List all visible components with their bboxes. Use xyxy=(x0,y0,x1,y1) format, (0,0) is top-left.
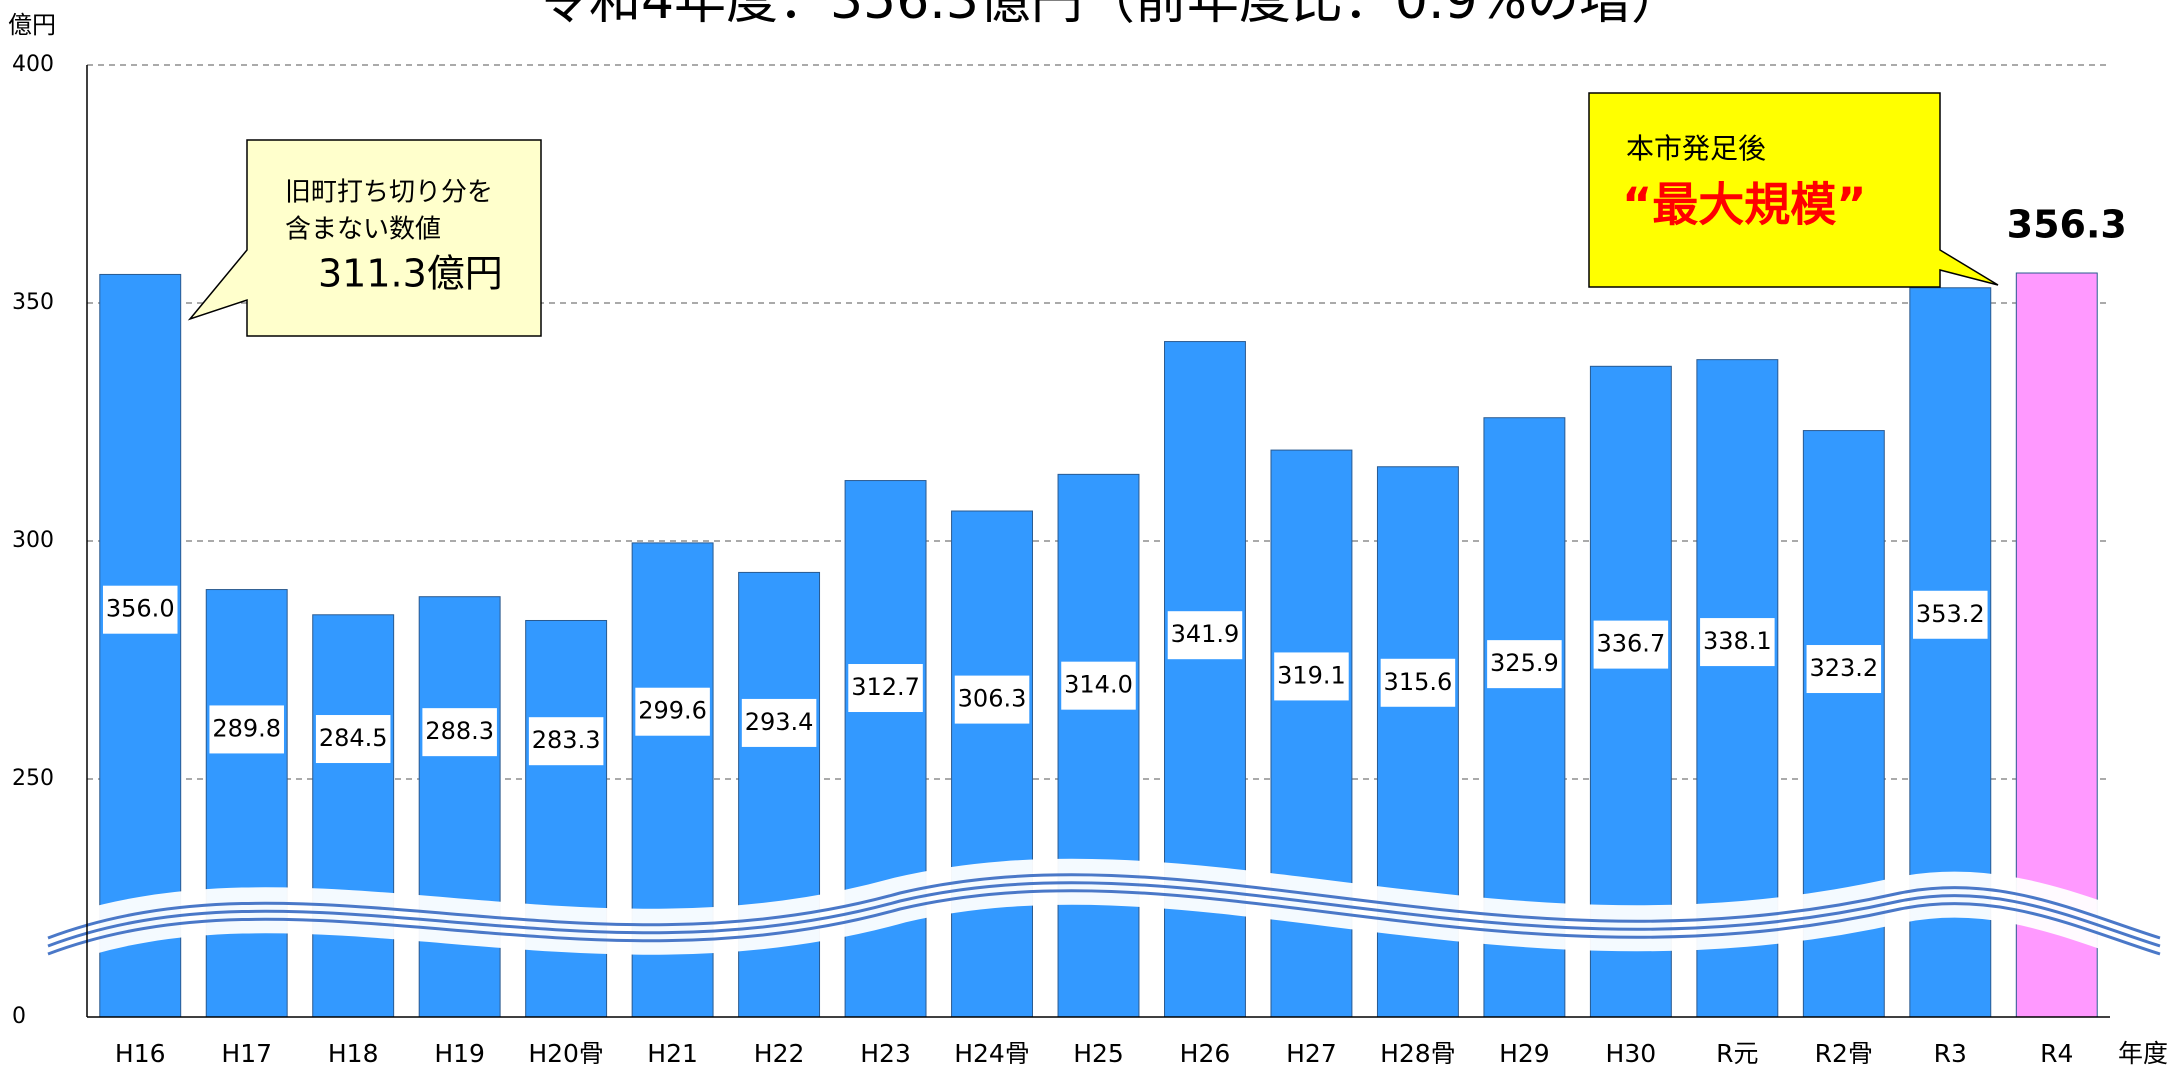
x-tick-label: R3 xyxy=(1934,1039,1967,1068)
x-tick-label: H16 xyxy=(115,1039,166,1068)
value-label-box xyxy=(954,675,1030,724)
value-label: 314.0 xyxy=(1064,671,1133,699)
value-label-box xyxy=(209,705,284,754)
x-tick-label: H19 xyxy=(434,1039,485,1068)
value-label: 319.1 xyxy=(1277,661,1346,689)
value-label: 288.3 xyxy=(425,717,494,745)
value-label: 315.6 xyxy=(1384,668,1453,696)
record-callout: 本市発足後 “最大規模” xyxy=(1588,92,1999,288)
bars: H16 356.0 H17 289.8 H18 284.5 H19 288.3 H20骨 283.… xyxy=(99,203,2127,1068)
x-axis-label: 年度 xyxy=(2118,1039,2168,1068)
record-line: 本市発足後 xyxy=(1626,132,1766,165)
value-label-box xyxy=(1167,611,1243,660)
value-label-box xyxy=(1061,661,1136,710)
x-tick-label: H20骨 xyxy=(528,1039,604,1068)
x-tick-label: H26 xyxy=(1180,1039,1231,1068)
value-label-box xyxy=(635,687,710,736)
chart-title: 令和4年度：356.3億円（前年度比：0.9%の増） xyxy=(537,0,1683,31)
value-label: 283.3 xyxy=(532,726,601,754)
axis-break xyxy=(39,858,2167,967)
x-tick-label: H27 xyxy=(1286,1039,1337,1068)
bar xyxy=(525,619,608,1018)
x-tick-label: H21 xyxy=(647,1039,698,1068)
value-label: 289.8 xyxy=(212,714,281,742)
value-label-box xyxy=(1274,652,1349,701)
bar xyxy=(844,480,927,1018)
value-label: 353.2 xyxy=(1916,600,1985,628)
record-emphasis: “最大規模” xyxy=(1622,178,1866,232)
y-tick-label: 400 xyxy=(12,52,54,77)
value-label-box xyxy=(1806,645,1882,694)
note-line: 含まない数値 xyxy=(285,215,441,245)
note-value: 311.3億円 xyxy=(318,252,503,296)
bar xyxy=(1164,341,1246,1018)
x-tick-label: H29 xyxy=(1499,1039,1550,1068)
value-label-box xyxy=(528,717,604,766)
value-label-box xyxy=(422,708,497,757)
bar xyxy=(1270,449,1353,1018)
value-label: 312.7 xyxy=(851,673,920,701)
y-tick-label: 300 xyxy=(12,528,54,553)
value-label-box xyxy=(1700,618,1775,667)
x-tick-label: H22 xyxy=(754,1039,805,1068)
x-tick-label: R2骨 xyxy=(1815,1039,1873,1068)
value-label-box xyxy=(315,715,391,764)
x-tick-label: H17 xyxy=(221,1039,272,1068)
value-label: 356.0 xyxy=(106,595,175,623)
y-tick-label: 250 xyxy=(12,766,54,791)
y-tick-label: 0 xyxy=(12,1004,26,1029)
x-tick-label: H23 xyxy=(860,1039,911,1068)
bar xyxy=(418,596,501,1018)
y-axis-label: 億円 xyxy=(8,11,56,39)
value-label: 293.4 xyxy=(745,708,814,736)
value-label: 284.5 xyxy=(319,724,388,752)
x-tick-label: R4 xyxy=(2040,1039,2073,1068)
bar xyxy=(1057,473,1140,1018)
x-tick-label: H30 xyxy=(1606,1039,1657,1068)
value-label-box xyxy=(848,664,923,713)
value-label: 341.9 xyxy=(1171,620,1240,648)
value-label-box xyxy=(1913,590,1988,639)
bar xyxy=(951,510,1033,1018)
x-tick-label: H18 xyxy=(328,1039,379,1068)
x-tick-label: H28骨 xyxy=(1380,1039,1456,1068)
value-label: 336.7 xyxy=(1597,630,1666,658)
value-label-box xyxy=(1487,640,1562,689)
value-label: 306.3 xyxy=(958,685,1027,713)
value-label: 325.9 xyxy=(1490,649,1559,677)
x-tick-label: R元 xyxy=(1716,1039,1758,1068)
value-label: 323.2 xyxy=(1809,654,1878,682)
bar xyxy=(205,589,288,1018)
value-label-box xyxy=(102,585,178,634)
value-label: 299.6 xyxy=(638,697,707,725)
note-callout: 旧町打ち切り分を 含まない数値 311.3億円 xyxy=(187,139,542,337)
y-tick-label: 350 xyxy=(12,290,54,315)
value-label-box xyxy=(741,698,817,747)
bar xyxy=(312,614,395,1018)
note-line: 旧町打ち切り分を xyxy=(285,178,493,208)
value-label: 356.3 xyxy=(2007,203,2127,247)
value-label-box xyxy=(1593,620,1669,669)
value-label-box xyxy=(1380,658,1456,707)
x-tick-label: H24骨 xyxy=(954,1039,1030,1068)
x-tick-label: H25 xyxy=(1073,1039,1124,1068)
value-label: 338.1 xyxy=(1703,627,1772,655)
